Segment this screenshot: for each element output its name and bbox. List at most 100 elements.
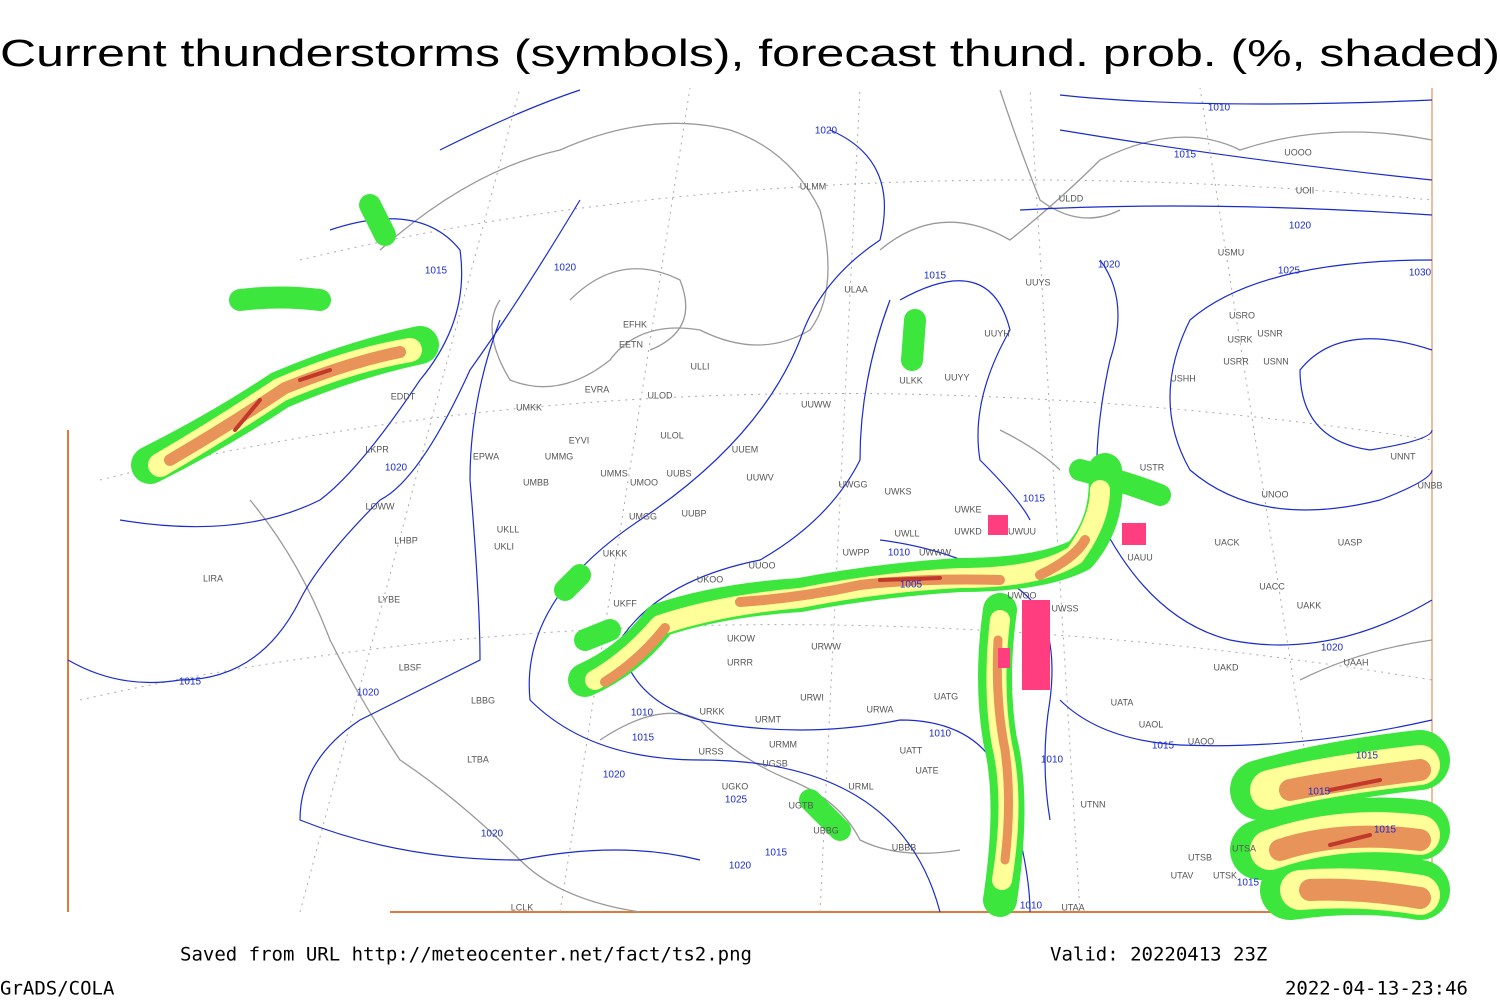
station-label: EVRA (585, 384, 610, 394)
station-label: EYVI (569, 435, 590, 445)
station-label: LIRA (203, 573, 223, 583)
station-label: ULDD (1059, 193, 1084, 203)
station-label: UMGG (629, 511, 657, 521)
isobar-label: 1015 (425, 266, 448, 277)
station-label: USMU (1218, 247, 1245, 257)
station-label: LKPR (365, 444, 389, 454)
station-label: UAUU (1127, 552, 1153, 562)
isobar-label: 1010 (631, 708, 654, 719)
station-label: LTBA (467, 754, 489, 764)
isobar-label: 1020 (815, 126, 838, 137)
station-label: UUEM (732, 444, 759, 454)
station-labels: EDDT LKPR EPWA UMMG UMBB EYVI UMKK EVRA ULOD ULOL… (203, 147, 1443, 912)
isobar-label: 1015 (765, 848, 788, 859)
station-label: URML (848, 781, 874, 791)
station-label: EETN (619, 339, 643, 349)
station-label: UAKD (1213, 662, 1239, 672)
station-label: UWKE (955, 504, 982, 514)
thunder-probability-shading (131, 194, 1450, 920)
isobar-label: 1015 (1374, 825, 1397, 836)
isobar-label: 1020 (1289, 221, 1312, 232)
isobar-label: 1010 (888, 548, 911, 559)
timestamp: 2022-04-13-23:46 (1285, 978, 1468, 1000)
isobar-label: 1010 (1020, 901, 1043, 912)
station-label: UGSB (762, 758, 788, 768)
station-label: UWPP (843, 547, 870, 557)
station-label: LBSF (399, 662, 422, 672)
station-label: EFHK (623, 319, 647, 329)
station-label: UAAH (1343, 657, 1368, 667)
station-label: UKLI (494, 541, 514, 551)
station-label: UATE (915, 765, 938, 775)
station-label: UNBB (1417, 480, 1442, 490)
station-label: UBBB (892, 842, 917, 852)
isobar-label: 1015 (1237, 878, 1260, 889)
station-label: UUYH (984, 328, 1010, 338)
station-label: UKOO (697, 574, 724, 584)
coastlines (249, 89, 1433, 913)
station-label: UOII (1296, 185, 1315, 195)
station-label: URMM (769, 739, 797, 749)
station-label: UOOO (1284, 147, 1312, 157)
isobar-label: 1025 (725, 795, 748, 806)
station-label: LHBP (394, 535, 418, 545)
station-label: UASP (1338, 537, 1363, 547)
station-label: USTR (1140, 462, 1165, 472)
station-label: UWKD (954, 526, 982, 536)
station-label: UUYY (944, 372, 969, 382)
station-label: UKFF (613, 598, 637, 608)
station-label: URMT (755, 714, 781, 724)
isobar-label: 1015 (632, 733, 655, 744)
isobar-label: 1020 (1098, 260, 1121, 271)
station-label: UKOW (727, 633, 756, 643)
station-label: UAOL (1139, 719, 1164, 729)
station-label: ULMM (800, 181, 827, 191)
station-label: UNOO (1262, 489, 1289, 499)
station-label: ULOL (660, 430, 684, 440)
station-label: UNNT (1391, 451, 1416, 461)
station-label: UGTB (788, 800, 813, 810)
station-label: USNR (1257, 328, 1283, 338)
station-label: UWSS (1052, 603, 1079, 613)
station-label: UMOO (630, 477, 658, 487)
isobar-label: 1015 (924, 271, 947, 282)
isobar-label: 1005 (900, 580, 923, 591)
isobar-label: 1010 (929, 729, 952, 740)
station-label: LCLK (511, 902, 534, 912)
station-label: UKKK (603, 548, 628, 558)
isobar-label: 1015 (1152, 741, 1175, 752)
station-label: UATA (1111, 697, 1134, 707)
station-label: URWA (867, 704, 894, 714)
graticule (79, 87, 1433, 913)
isobar-label: 1020 (1321, 643, 1344, 654)
isobar-label: 1020 (729, 861, 752, 872)
station-label: UWKS (885, 486, 912, 496)
isobar-label: 1020 (554, 263, 577, 274)
station-label: LOWW (366, 501, 396, 511)
isobar-label: 1020 (385, 463, 408, 474)
station-label: UKLL (497, 524, 520, 534)
source-url: Saved from URL http://meteocenter.net/fa… (180, 944, 752, 966)
station-label: EPWA (473, 451, 499, 461)
station-label: UTAA (1061, 902, 1084, 912)
station-label: UACC (1259, 581, 1285, 591)
station-label: URWW (811, 641, 841, 651)
isobar-label: 1015 (1356, 751, 1379, 762)
station-label: USRO (1229, 310, 1255, 320)
station-label: UUYS (1025, 277, 1050, 287)
isobar-label: 1030 (1409, 268, 1432, 279)
station-label: UTSK (1213, 870, 1237, 880)
station-label: UWLL (894, 528, 919, 538)
software: GrADS/COLA (0, 978, 115, 1000)
isobar-label: 1010 (1208, 103, 1231, 114)
isobar-label: 1020 (357, 688, 380, 699)
station-label: USNN (1263, 356, 1289, 366)
map-frame (67, 88, 1433, 913)
station-label: UAKK (1297, 600, 1322, 610)
station-label: UWGG (839, 479, 868, 489)
station-label: ULKK (899, 375, 923, 385)
isobar-label: 1015 (1308, 787, 1331, 798)
station-label: UMKK (516, 402, 542, 412)
station-label: ULLI (690, 361, 709, 371)
station-label: UUWW (801, 399, 831, 409)
